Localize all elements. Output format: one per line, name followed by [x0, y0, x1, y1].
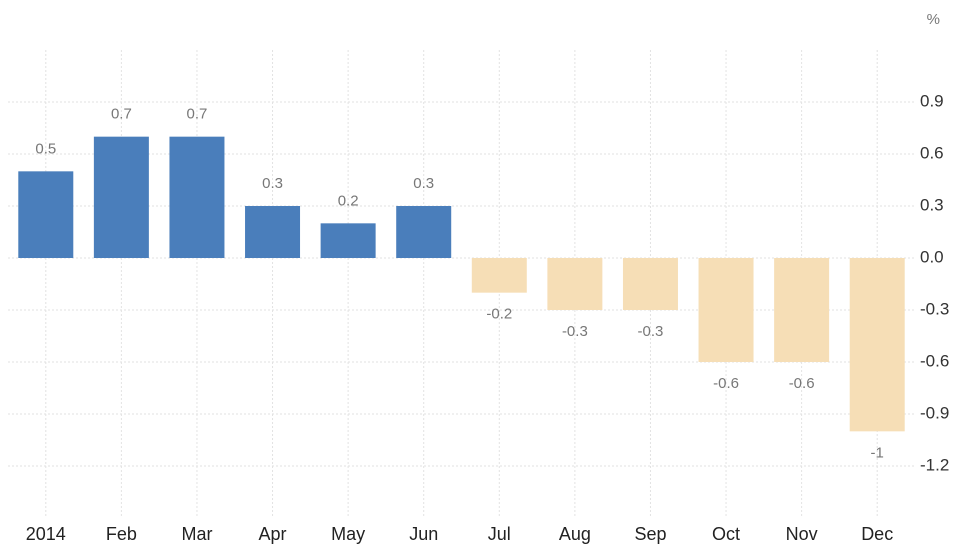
- value-label: 0.2: [338, 192, 359, 209]
- x-tick-label: Mar: [181, 524, 212, 544]
- y-tick-label: 0.9: [920, 91, 944, 110]
- bar: [396, 206, 452, 258]
- x-tick-label: May: [331, 524, 365, 544]
- y-tick-label: -0.3: [920, 299, 949, 318]
- bar: [245, 206, 301, 258]
- x-tick-label: Jul: [488, 524, 511, 544]
- bar: [774, 258, 830, 362]
- value-label: -0.3: [638, 323, 664, 340]
- y-tick-label: 0.6: [920, 143, 944, 162]
- value-label: -0.3: [562, 323, 588, 340]
- bar: [18, 171, 74, 258]
- value-label: 0.3: [262, 175, 283, 192]
- x-tick-label: Nov: [786, 524, 818, 544]
- x-tick-label: 2014: [26, 524, 66, 544]
- x-tick-label: Sep: [634, 524, 666, 544]
- bar: [698, 258, 754, 362]
- y-tick-label: 0.3: [920, 195, 944, 214]
- bar: [622, 258, 678, 310]
- x-tick-label: Apr: [259, 524, 287, 544]
- value-label: 0.3: [413, 175, 434, 192]
- y-tick-label: -0.9: [920, 403, 949, 422]
- bar: [471, 258, 527, 293]
- y-unit: %: [927, 11, 940, 28]
- bar: [849, 258, 905, 432]
- bar: [169, 136, 225, 258]
- x-tick-label: Aug: [559, 524, 591, 544]
- value-label: -1: [871, 444, 884, 461]
- value-label: -0.2: [486, 306, 512, 323]
- bar: [547, 258, 603, 310]
- y-tick-label: -1.2: [920, 455, 949, 474]
- y-tick-label: 0.0: [920, 247, 944, 266]
- x-tick-label: Dec: [861, 524, 893, 544]
- value-label: 0.5: [35, 140, 56, 157]
- x-tick-label: Oct: [712, 524, 740, 544]
- value-label: -0.6: [713, 375, 739, 392]
- value-label: -0.6: [789, 375, 815, 392]
- bar: [320, 223, 376, 258]
- y-tick-label: -0.6: [920, 351, 949, 370]
- value-label: 0.7: [187, 106, 208, 123]
- bar: [93, 136, 149, 258]
- x-tick-label: Feb: [106, 524, 137, 544]
- value-label: 0.7: [111, 106, 132, 123]
- x-tick-label: Jun: [409, 524, 438, 544]
